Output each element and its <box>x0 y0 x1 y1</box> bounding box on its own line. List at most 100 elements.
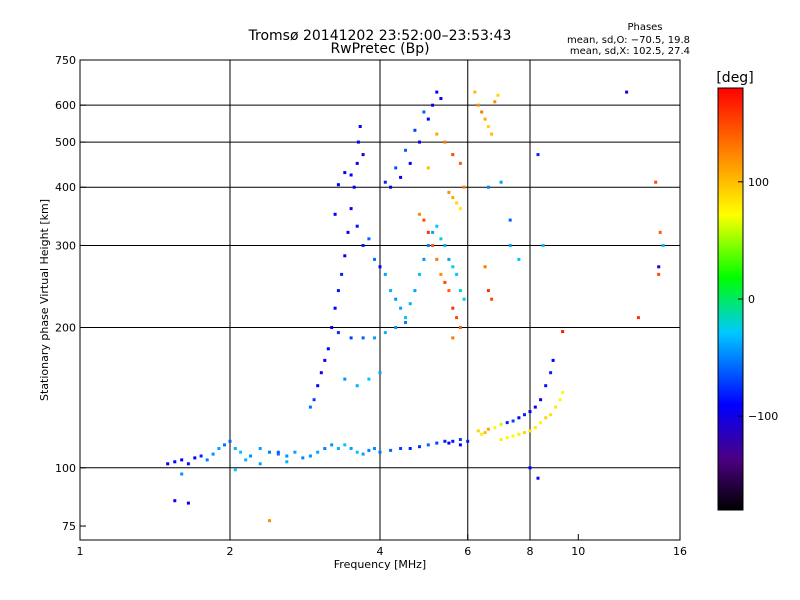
data-point <box>373 257 376 261</box>
data-point <box>431 230 435 234</box>
data-point <box>343 254 347 258</box>
data-point <box>383 331 387 335</box>
x-tick-label: 2 <box>227 545 234 558</box>
data-point <box>343 377 347 381</box>
data-point <box>268 450 271 454</box>
data-point <box>480 432 484 436</box>
data-point <box>355 450 359 454</box>
data-point <box>447 257 451 261</box>
chart-title: Tromsø 20141202 23:52:00–23:53:43 <box>248 28 512 44</box>
x-tick-label: 8 <box>527 545 534 558</box>
data-point <box>458 161 462 165</box>
data-point <box>413 128 417 132</box>
data-point <box>346 230 350 234</box>
data-point <box>199 454 203 458</box>
data-point <box>186 501 190 505</box>
data-point <box>483 265 487 269</box>
x-tick-label: 1 <box>77 545 84 558</box>
data-point <box>180 472 184 476</box>
data-point <box>483 117 487 121</box>
data-point <box>173 499 177 503</box>
data-point <box>462 185 466 189</box>
data-point <box>458 289 462 293</box>
data-point <box>316 384 320 388</box>
data-point <box>435 132 439 136</box>
data-point <box>404 148 407 152</box>
data-point <box>343 443 347 447</box>
data-point <box>443 439 447 443</box>
data-point <box>330 443 334 447</box>
data-point <box>394 326 398 329</box>
data-point <box>523 431 526 435</box>
data-point <box>268 519 271 523</box>
data-point <box>361 336 365 340</box>
data-point <box>528 429 532 433</box>
data-point <box>323 358 327 362</box>
data-point <box>636 316 640 320</box>
colorbar-title: [deg] <box>716 70 753 86</box>
data-point <box>333 212 337 216</box>
data-point <box>258 447 262 450</box>
data-point <box>625 90 629 94</box>
data-point <box>422 218 426 222</box>
data-point <box>293 450 297 454</box>
legend-line-o: mean, sd,O: −70.5, 19.8 <box>567 35 690 46</box>
data-point <box>544 416 548 420</box>
colorbar-tick-label: 100 <box>748 176 769 189</box>
data-point <box>658 230 662 234</box>
data-point <box>349 173 353 177</box>
data-point <box>493 426 497 430</box>
data-point <box>367 377 371 381</box>
data-point <box>340 272 344 276</box>
data-point <box>336 447 340 450</box>
data-point <box>389 185 393 189</box>
data-point <box>455 272 459 276</box>
y-tick-label: 300 <box>55 239 76 252</box>
data-point <box>451 306 455 310</box>
data-point <box>228 439 232 443</box>
legend-line-x: mean, sd,X: 102.5, 27.4 <box>570 46 690 57</box>
data-point <box>352 185 356 189</box>
data-point <box>233 447 237 450</box>
data-point <box>399 175 403 179</box>
data-point <box>486 125 490 128</box>
y-tick-label: 750 <box>55 54 76 67</box>
data-point <box>319 371 323 375</box>
data-point <box>536 153 540 157</box>
data-point <box>418 140 421 144</box>
data-point <box>508 218 512 222</box>
data-point <box>404 316 407 320</box>
data-point <box>476 103 480 107</box>
colorbar-tick-label: −100 <box>748 410 778 423</box>
data-point <box>480 110 484 114</box>
grid-lines <box>80 60 680 540</box>
data-point <box>418 445 421 449</box>
data-point <box>333 306 337 310</box>
x-axis-ticks: 1 2 4 6 8 10 16 <box>77 534 687 558</box>
data-point <box>661 244 665 247</box>
data-point <box>343 171 347 175</box>
data-point <box>539 398 543 402</box>
data-point <box>462 297 466 301</box>
data-point <box>244 458 248 462</box>
data-point <box>285 454 289 458</box>
data-point <box>476 429 480 433</box>
y-tick-label: 75 <box>62 520 76 533</box>
data-point <box>517 432 521 436</box>
x-tick-label: 10 <box>571 545 585 558</box>
data-point <box>435 257 439 261</box>
data-point <box>505 421 509 425</box>
y-tick-label: 200 <box>55 322 76 335</box>
x-tick-label: 6 <box>464 545 471 558</box>
y-tick-label: 100 <box>55 462 76 475</box>
data-point <box>389 289 393 293</box>
data-point <box>312 398 316 402</box>
data-point <box>657 272 661 276</box>
data-point <box>426 443 430 447</box>
data-point <box>458 443 462 447</box>
data-point <box>316 450 320 454</box>
data-point <box>544 384 548 388</box>
data-point <box>496 93 500 97</box>
data-point <box>455 201 459 205</box>
